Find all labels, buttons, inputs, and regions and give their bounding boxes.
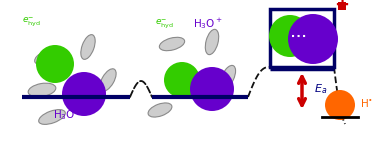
Circle shape xyxy=(288,14,338,64)
Ellipse shape xyxy=(81,35,95,59)
Circle shape xyxy=(190,67,234,111)
Text: $E_a$: $E_a$ xyxy=(314,82,327,96)
Ellipse shape xyxy=(28,83,56,97)
Ellipse shape xyxy=(205,29,219,55)
Ellipse shape xyxy=(100,69,116,91)
Ellipse shape xyxy=(39,110,65,124)
Text: $\rm H_3O^+$: $\rm H_3O^+$ xyxy=(193,17,223,31)
Ellipse shape xyxy=(35,49,61,65)
Circle shape xyxy=(164,62,200,98)
Bar xyxy=(270,9,334,67)
Circle shape xyxy=(269,15,311,57)
Text: $\rm H^{\bullet}$: $\rm H^{\bullet}$ xyxy=(360,97,373,109)
Circle shape xyxy=(325,90,355,120)
Text: $\rm H_3O^+$: $\rm H_3O^+$ xyxy=(53,108,83,123)
Text: $e_{\rm hyd}^{-}$: $e_{\rm hyd}^{-}$ xyxy=(155,18,174,30)
Ellipse shape xyxy=(148,103,172,117)
Ellipse shape xyxy=(220,65,235,89)
Text: $e_{\rm hyd}^{-}$: $e_{\rm hyd}^{-}$ xyxy=(22,16,41,28)
Text: +: + xyxy=(335,0,350,14)
Circle shape xyxy=(62,72,106,116)
Ellipse shape xyxy=(160,37,184,51)
Circle shape xyxy=(36,45,74,83)
